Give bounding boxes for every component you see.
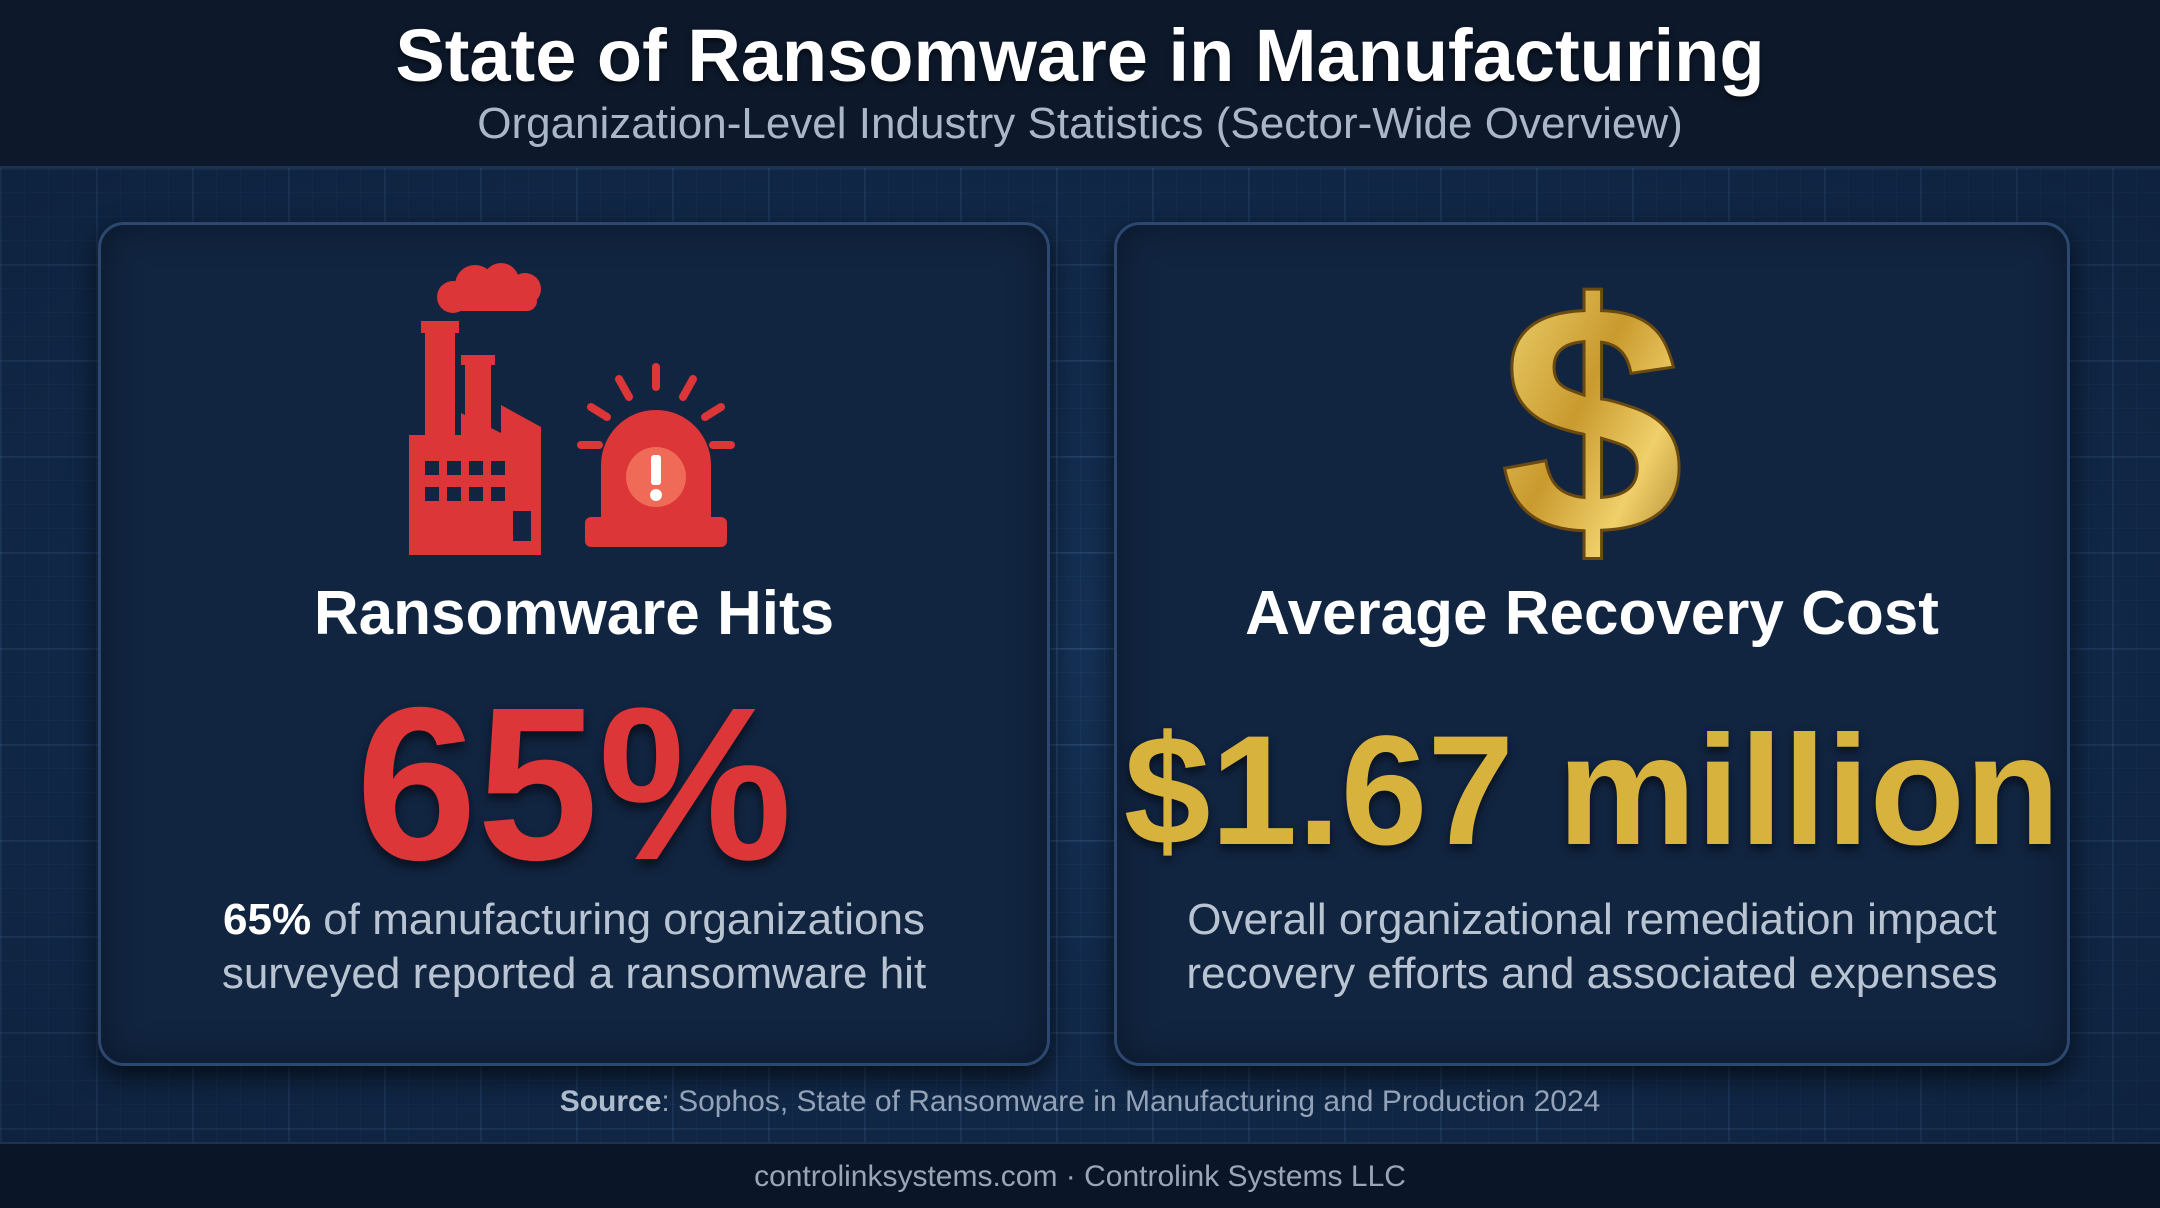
description-line-1: 65% of manufacturing organizations [101,893,1047,947]
page-title: State of Ransomware in Manufacturing [395,14,1765,97]
description-emphasis: 65% [223,895,312,944]
source-citation: Source: Sophos, State of Ransomware in M… [0,1082,2160,1122]
footer: controlinksystems.com · Controlink Syste… [0,1142,2160,1208]
factory-alarm-icon [409,263,735,555]
description-text: of manufacturing organizations [311,895,925,944]
dollar-sign-icon: $ [1499,249,1686,579]
description-line-2: surveyed reported a ransomware hit [221,949,927,998]
ransomware-hits-card: Ransomware Hits 65% 65% of manufacturing… [98,222,1050,1066]
description-line-1: Overall organizational remediation impac… [1187,895,1997,944]
source-text: : Sophos, State of Ransomware in Manufac… [661,1085,1601,1118]
description-line-2: recovery efforts and associated expenses [1186,949,1998,998]
recovery-cost-description: Overall organizational remediation impac… [1117,893,2067,1001]
header: State of Ransomware in Manufacturing Org… [0,0,2160,168]
ransomware-hits-heading: Ransomware Hits [313,579,835,648]
footer-text: controlinksystems.com · Controlink Syste… [754,1160,1406,1193]
svg-text:$: $ [1500,249,1684,579]
page-subtitle: Organization-Level Industry Statistics (… [477,99,1683,148]
recovery-cost-card: $ Average Recovery Cost $1.67 million Ov… [1114,222,2070,1066]
recovery-cost-value: $1.67 million [1123,704,2061,878]
ransomware-hits-value: 65% [355,663,793,906]
recovery-cost-heading: Average Recovery Cost [1245,579,1939,648]
source-label: Source [559,1085,662,1118]
ransomware-hits-description: 65% of manufacturing organizations surve… [101,893,1047,1001]
